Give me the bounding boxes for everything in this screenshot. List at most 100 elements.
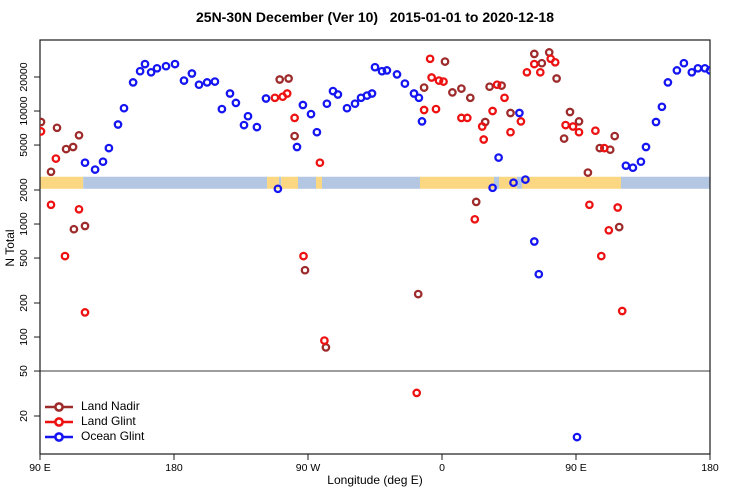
data-point [613,203,623,212]
legend-item: Land Nadir [44,399,144,414]
data-point [282,89,292,98]
data-point [509,178,518,188]
y-tick-label: 20000 [18,62,30,91]
data-point [537,58,547,68]
data-point [663,78,673,87]
x-axis-label: Longitude (deg E) [327,473,423,487]
legend-item: Land Glint [44,414,144,429]
data-point [146,67,156,77]
data-point [104,143,114,153]
data-point [46,167,56,177]
data-point [448,88,457,97]
data-point [506,108,515,118]
data-point [488,183,497,193]
data-point [80,221,90,231]
series-land-glint [40,54,627,398]
data-point [161,61,171,71]
data-point [565,107,575,117]
data-point [80,158,90,168]
data-point [119,103,129,113]
data-point [591,126,600,136]
data-point [52,123,62,133]
data-point [506,127,515,137]
data-point [333,90,343,99]
x-tick-label: 90 E [29,462,51,474]
data-point [494,153,503,162]
x-tick-label: 180 [701,462,719,474]
x-tick-label: 0 [439,462,445,474]
data-point [457,84,466,93]
data-point [419,105,429,115]
data-point [516,117,526,126]
data-point [306,109,316,119]
data-point [559,134,569,143]
y-tick-label: 2000 [18,178,30,202]
data-point [417,117,427,126]
data-point [614,222,624,232]
data-point [604,225,614,235]
data-point [497,81,506,90]
data-point [321,343,331,352]
data-point [440,57,450,66]
data-point [414,93,424,103]
y-tick-label: 50 [18,365,30,377]
data-point [610,131,620,141]
data-point [140,59,150,69]
data-point [687,67,697,77]
x-tick-label: 90 E [565,462,587,474]
data-point [488,106,497,116]
coast-band-land-segment [316,176,322,189]
data-point [485,82,494,92]
legend-label: Land Glint [81,414,136,428]
data-point [194,80,204,90]
data-point [80,308,90,317]
data-point [552,74,561,83]
data-point [434,76,444,85]
data-point [312,127,322,137]
data-point [270,93,280,103]
data-point [529,59,539,69]
y-tick-label: 500 [18,249,30,267]
ocean-glint-marker-icon [45,431,73,442]
data-point [392,70,402,79]
data-point [187,69,197,78]
data-point [693,63,703,73]
coast-band-land-segment [419,176,494,189]
data-point [409,89,419,98]
data-point [641,142,651,152]
data-point [534,269,544,279]
data-point [152,63,162,73]
data-point [40,117,46,127]
data-point [705,66,710,75]
data-point [51,154,61,163]
data-point [315,158,325,168]
land-nadir-marker-icon [45,401,73,412]
series-land-nadir [40,48,624,352]
data-point [470,214,480,224]
data-point [225,89,235,98]
data-point [412,388,422,398]
data-point [572,432,582,442]
data-point [465,93,475,103]
data-point [377,66,387,76]
data-point [439,77,448,86]
data-point [113,120,123,129]
y-tick-label: 5000 [18,133,30,157]
data-point [60,251,70,261]
data-point [550,57,560,67]
coast-band-land-segment [521,176,621,189]
data-point [529,49,539,59]
data-point [322,99,332,109]
data-point [492,80,502,90]
data-point [292,142,302,152]
data-point [40,127,46,136]
coast-band-ocean-segment [493,176,500,189]
coast-band-ocean-segment [298,176,317,189]
data-point [636,157,646,167]
data-point [217,104,227,114]
data-point [462,113,472,123]
data-point [419,83,429,92]
legend: Land Nadir Land Glint Ocean Glint [44,399,144,444]
coast-band-ocean-segment [620,176,710,189]
